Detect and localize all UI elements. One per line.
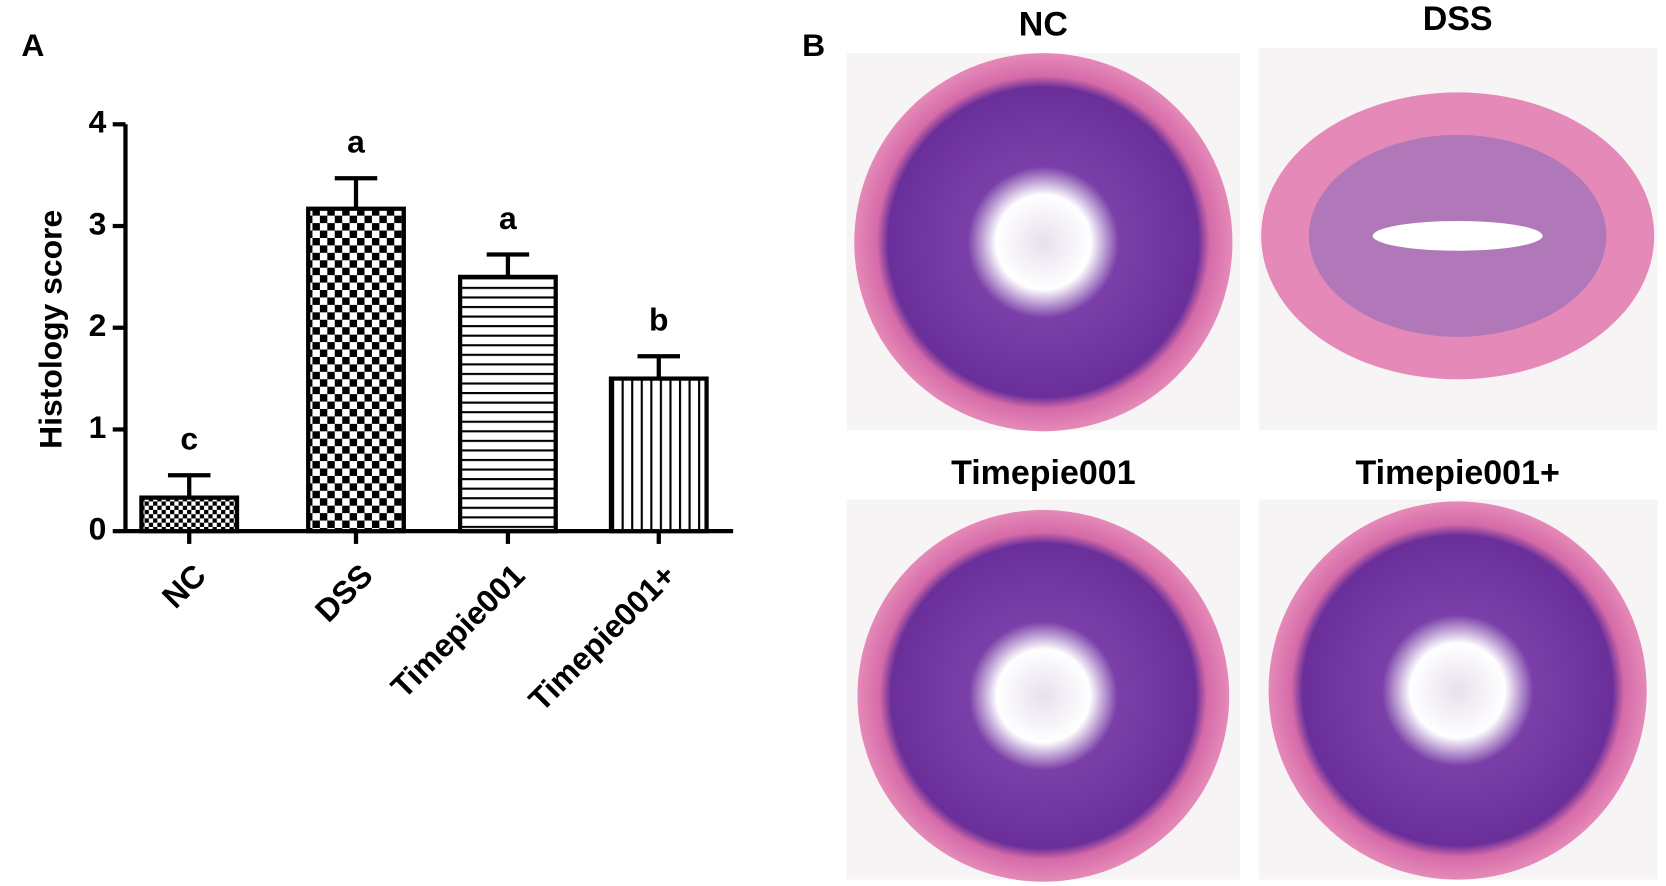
y-tick-label: 3 xyxy=(89,205,107,241)
significance-letter: c xyxy=(180,421,198,457)
y-tick-label: 0 xyxy=(89,511,107,547)
tissue xyxy=(857,509,1230,882)
x-tick-label: Timepie001 xyxy=(384,557,532,705)
x-tick-label: NC xyxy=(155,557,213,615)
y-axis-title: Histology score xyxy=(33,210,69,449)
x-tick-label: Timepie001+ xyxy=(522,557,683,718)
bar xyxy=(139,495,240,534)
image-title: Timepie001+ xyxy=(1355,454,1559,492)
error-bar xyxy=(334,176,378,209)
bar xyxy=(608,376,709,534)
image-title: Timepie001 xyxy=(951,454,1136,492)
bar xyxy=(306,206,406,534)
error-bar xyxy=(637,354,681,379)
panel-label: B xyxy=(802,27,825,63)
y-tick-label: 4 xyxy=(89,104,107,140)
x-tick-label: DSS xyxy=(308,557,380,629)
image-title: DSS xyxy=(1423,0,1493,38)
tissue xyxy=(1268,501,1647,880)
lumen xyxy=(1372,220,1543,251)
y-tick-label: 2 xyxy=(89,307,107,343)
histology-panels: NC DSS Timepie001 Timepie001+ xyxy=(846,0,1658,882)
significance-letter: a xyxy=(499,200,517,236)
error-bar xyxy=(167,473,211,498)
bar-chart: 0 1 2 3 4 NC c DSS a Timepie001 a Timepie001+ b xyxy=(89,104,734,718)
image-title: NC xyxy=(1019,6,1068,44)
bar xyxy=(457,274,558,534)
significance-letter: b xyxy=(649,302,668,338)
error-bar xyxy=(486,252,530,277)
panel-label: A xyxy=(21,27,44,63)
significance-letter: a xyxy=(347,124,365,160)
y-tick-label: 1 xyxy=(89,409,107,445)
tissue xyxy=(854,53,1233,432)
